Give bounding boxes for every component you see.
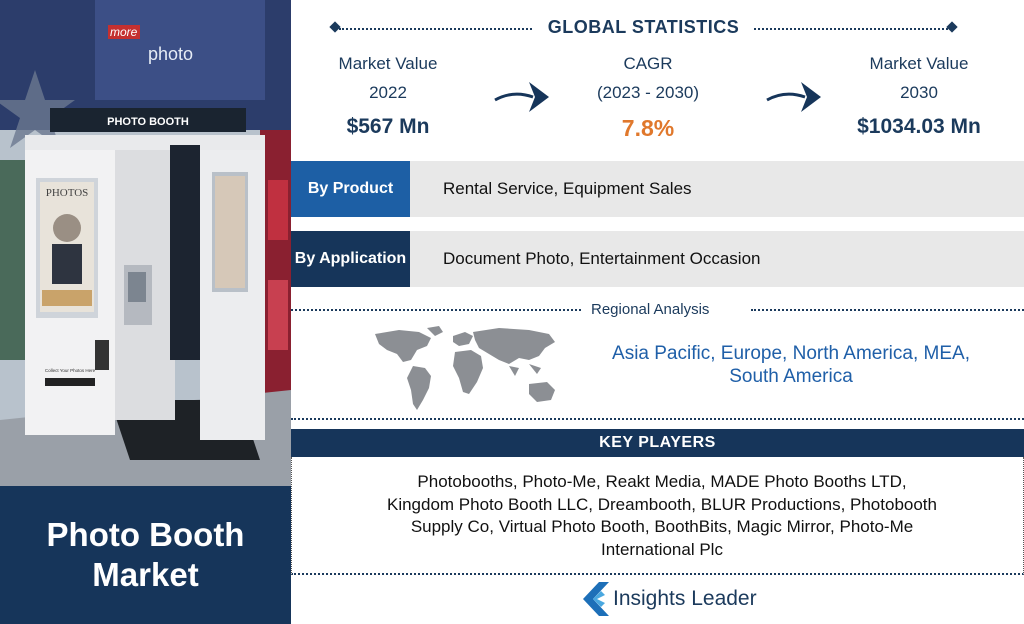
stat-value: $567 Mn [346,115,430,138]
store-sign-small: more [110,25,138,39]
arrow-right-icon [494,82,549,112]
photo-booth-image: more photo PHOTO BOOTH PHOTOS Collec [0,0,291,486]
insights-leader-logo: Insights Leader [581,582,781,616]
left-panel: more photo PHOTO BOOTH PHOTOS Collec [0,0,291,624]
right-panel: GLOBAL STATISTICS Market Value 2022 $567… [291,0,1024,624]
stat-market-value-2022: Market Value 2022 $567 Mn [313,52,463,139]
booth-screen-text: PHOTOS [46,187,89,199]
segment-value: Document Photo, Entertainment Occasion [410,231,1024,287]
arrow-right-icon [766,82,821,112]
segment-label: By Product [291,161,410,217]
market-title: Photo Booth Market [46,516,245,593]
booth-collect-text: Collect Your Photos Here [45,368,96,373]
stat-year: 2030 [900,83,938,102]
stat-label: Market Value [338,54,438,73]
segment-label: By Application [291,231,410,287]
world-map-icon [375,326,555,410]
stat-value: $1034.03 Mn [857,115,981,138]
global-statistics-header: GLOBAL STATISTICS [329,16,958,40]
segment-value: Rental Service, Equipment Sales [410,161,1024,217]
stat-cagr: CAGR (2023 - 2030) 7.8% [573,52,723,142]
stat-value: 7.8% [621,115,675,141]
insights-leader-logo-icon [583,582,609,616]
stat-market-value-2030: Market Value 2030 $1034.03 Mn [839,52,999,139]
stat-year: 2022 [369,83,407,102]
divider [751,309,1024,311]
key-players-header: KEY PLAYERS [291,429,1024,457]
stat-label: CAGR [623,54,673,73]
key-players-box: Photobooths, Photo-Me, Reakt Media, MADE… [291,457,1024,575]
brand-name: Insights Leader [613,587,757,610]
stat-period: (2023 - 2030) [596,83,700,102]
divider [291,309,581,311]
divider [291,418,1024,420]
market-title-box: Photo Booth Market [0,486,291,624]
regions-list: Asia Pacific, Europe, North America, MEA… [612,343,970,387]
store-sign: photo [148,44,193,64]
booth-sign-text: PHOTO BOOTH [107,116,189,128]
stat-label: Market Value [869,54,969,73]
regional-analysis-title: Regional Analysis [591,301,710,318]
regional-analysis: Regional Analysis Asia Pacific, Europe, … [291,292,1024,420]
key-players-list: Photobooths, Photo-Me, Reakt Media, MADE… [386,472,937,559]
global-statistics-title: GLOBAL STATISTICS [533,17,754,37]
